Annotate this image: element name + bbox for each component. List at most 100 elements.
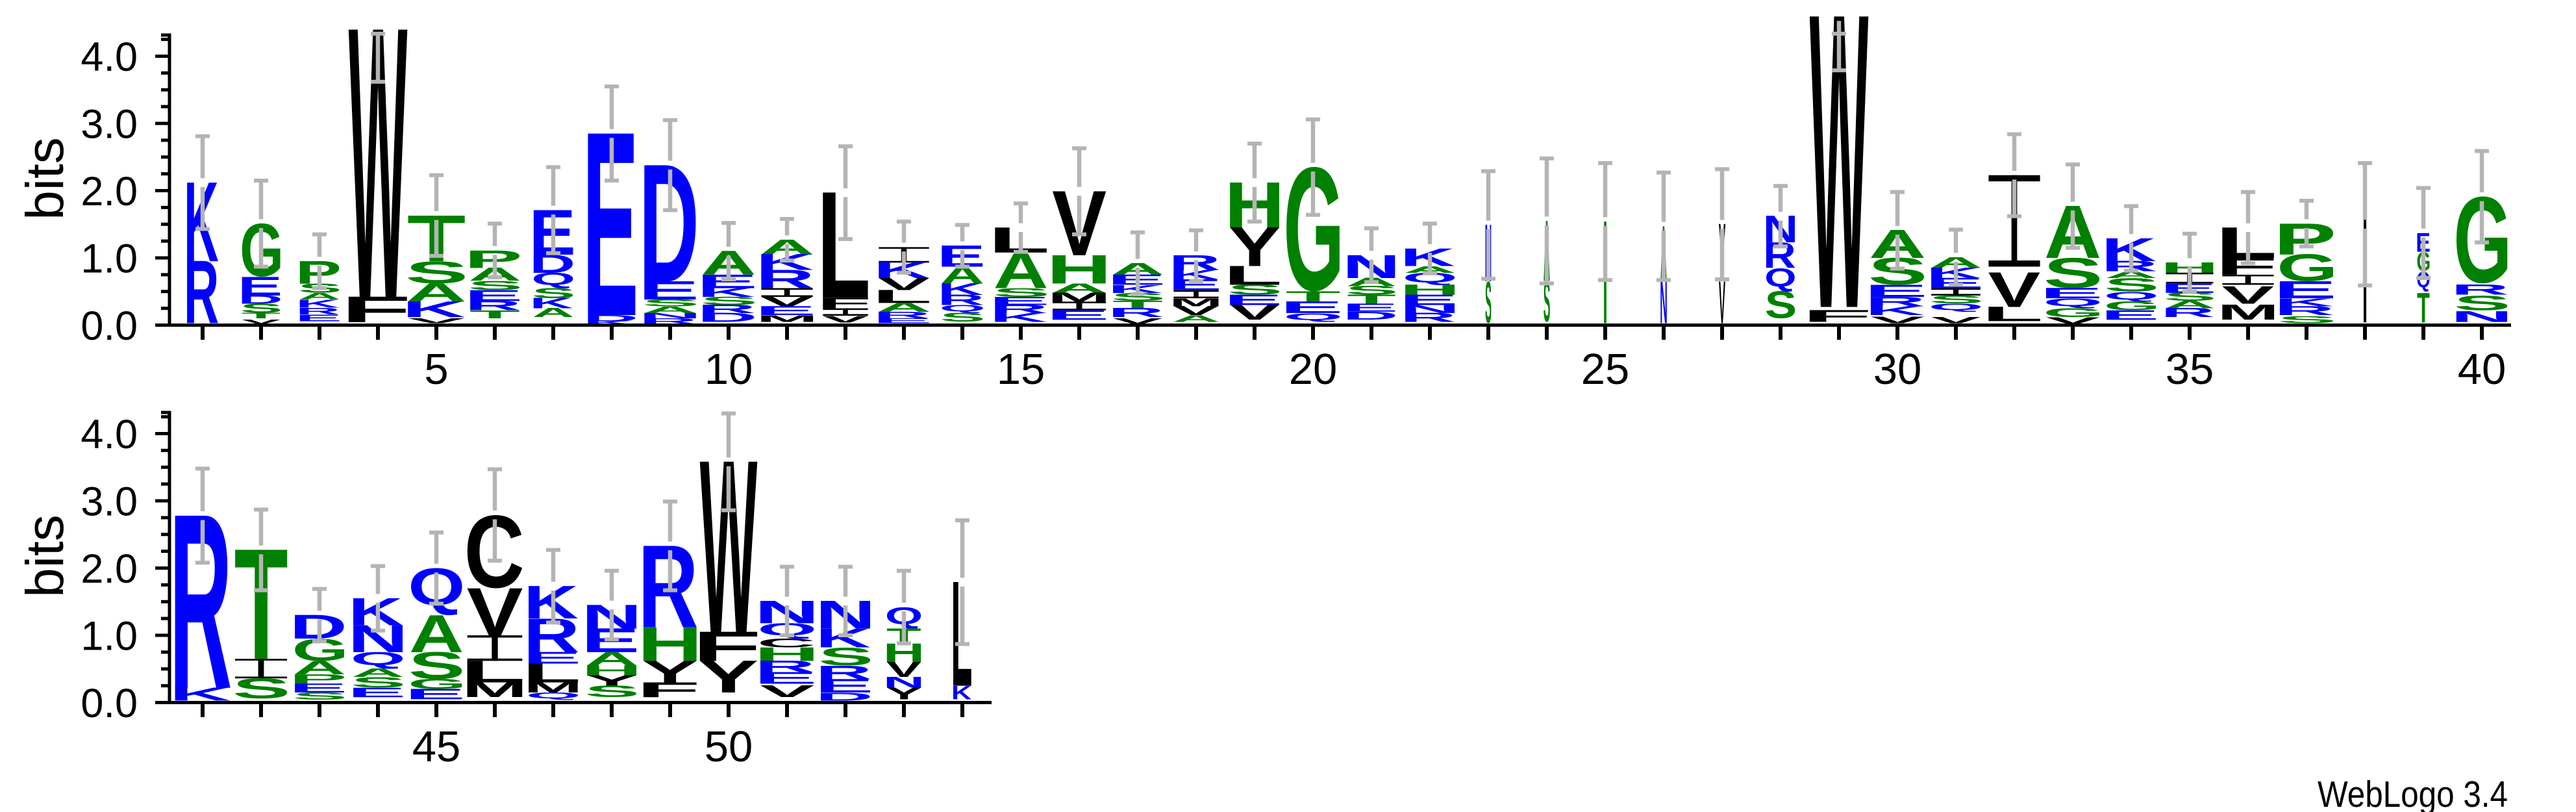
svg-text:E: E <box>2040 285 2103 301</box>
svg-text:C: C <box>757 636 816 650</box>
svg-text:V: V <box>2221 281 2274 309</box>
svg-text:30: 30 <box>1873 345 1922 394</box>
svg-text:H: H <box>755 643 819 665</box>
svg-text:A: A <box>877 300 931 314</box>
svg-text:K: K <box>938 280 984 299</box>
svg-text:H: H <box>1047 246 1112 292</box>
svg-text:L: L <box>1223 260 1282 291</box>
svg-text:V: V <box>760 294 813 309</box>
svg-text:K: K <box>530 295 573 311</box>
svg-text:20: 20 <box>1289 345 1338 394</box>
svg-text:T: T <box>2417 284 2430 332</box>
svg-text:K: K <box>697 285 755 299</box>
svg-text:V: V <box>886 658 921 682</box>
svg-text:A: A <box>2105 270 2158 281</box>
svg-text:3.0: 3.0 <box>81 479 138 525</box>
svg-text:E: E <box>1224 292 1282 309</box>
svg-text:E: E <box>755 303 816 318</box>
svg-text:D: D <box>816 690 873 703</box>
svg-text:1.0: 1.0 <box>81 614 138 659</box>
svg-text:Q: Q <box>1403 270 1458 285</box>
svg-text:G: G <box>2104 299 2160 313</box>
svg-text:T: T <box>242 311 281 320</box>
svg-text:R: R <box>2161 305 2215 320</box>
svg-text:K: K <box>1400 244 1455 272</box>
svg-text:E: E <box>405 686 465 703</box>
svg-text:N: N <box>883 674 925 691</box>
svg-text:E: E <box>2101 308 2159 323</box>
svg-text:E: E <box>1046 307 1109 322</box>
svg-text:K: K <box>1169 267 1219 282</box>
svg-text:E: E <box>989 294 1050 307</box>
svg-text:S: S <box>2044 249 2103 297</box>
svg-text:50: 50 <box>705 722 753 771</box>
svg-text:S: S <box>468 279 523 293</box>
svg-text:L: L <box>522 658 581 689</box>
svg-text:S: S <box>2164 290 2216 303</box>
svg-text:K: K <box>1108 282 1162 295</box>
svg-text:V: V <box>1112 317 1162 325</box>
svg-text:4.0: 4.0 <box>81 34 138 80</box>
svg-text:Y: Y <box>698 651 758 702</box>
svg-text:10: 10 <box>705 345 753 394</box>
svg-text:K: K <box>2101 231 2156 268</box>
svg-text:25: 25 <box>1581 345 1630 394</box>
svg-text:S: S <box>351 674 406 691</box>
svg-text:V: V <box>878 275 929 294</box>
svg-text:A: A <box>299 291 341 302</box>
svg-text:Y: Y <box>586 672 638 689</box>
svg-text:A: A <box>351 666 405 679</box>
svg-text:E: E <box>347 685 406 700</box>
svg-text:T: T <box>1286 288 1341 305</box>
svg-text:S: S <box>2454 292 2510 315</box>
svg-text:D: D <box>1343 309 1399 322</box>
svg-text:Q: Q <box>526 691 581 700</box>
svg-text:S: S <box>584 683 640 701</box>
svg-text:35: 35 <box>2166 345 2214 394</box>
svg-text:WebLogo 3.4: WebLogo 3.4 <box>2318 774 2508 812</box>
svg-text:Y: Y <box>642 654 698 689</box>
svg-text:T: T <box>469 308 520 321</box>
svg-text:L: L <box>1982 302 2044 325</box>
svg-text:2.0: 2.0 <box>81 169 138 214</box>
svg-text:R: R <box>990 303 1048 316</box>
svg-text:E: E <box>638 275 699 305</box>
svg-text:S: S <box>405 255 468 290</box>
svg-text:V: V <box>823 314 869 325</box>
svg-text:S: S <box>940 311 985 324</box>
svg-text:V: V <box>1931 315 1981 325</box>
svg-text:R: R <box>1400 310 1457 324</box>
svg-text:V: V <box>760 682 814 701</box>
svg-text:Q: Q <box>2043 296 2103 309</box>
svg-text:K: K <box>873 257 930 283</box>
svg-text:D: D <box>697 310 758 325</box>
svg-text:45: 45 <box>412 722 461 771</box>
svg-text:E: E <box>2273 276 2336 304</box>
svg-text:E: E <box>1399 292 1458 309</box>
svg-text:Q: Q <box>2104 289 2159 301</box>
svg-text:Q: Q <box>351 648 406 669</box>
svg-text:M: M <box>2218 300 2279 324</box>
svg-text:E: E <box>1280 298 1343 317</box>
svg-text:F: F <box>1802 307 1872 325</box>
svg-text:R: R <box>2274 303 2334 318</box>
svg-text:R: R <box>465 298 521 313</box>
svg-text:N: N <box>1660 268 1668 336</box>
svg-text:A: A <box>293 657 346 679</box>
svg-text:0.0: 0.0 <box>81 303 138 349</box>
svg-text:A: A <box>409 603 464 663</box>
svg-text:T: T <box>1112 298 1163 311</box>
svg-text:K: K <box>951 681 971 704</box>
svg-text:M: M <box>524 679 582 696</box>
svg-text:V: V <box>407 317 465 325</box>
svg-text:A: A <box>2164 298 2216 311</box>
svg-text:V: V <box>1173 303 1219 318</box>
svg-text:Y: Y <box>886 684 921 703</box>
svg-text:0.0: 0.0 <box>81 681 138 726</box>
svg-text:S: S <box>1765 284 1797 327</box>
svg-text:S: S <box>408 644 465 687</box>
svg-text:S: S <box>240 301 282 316</box>
svg-text:F: F <box>692 622 761 670</box>
svg-text:Q: Q <box>1764 263 1796 292</box>
svg-text:R: R <box>873 310 931 321</box>
